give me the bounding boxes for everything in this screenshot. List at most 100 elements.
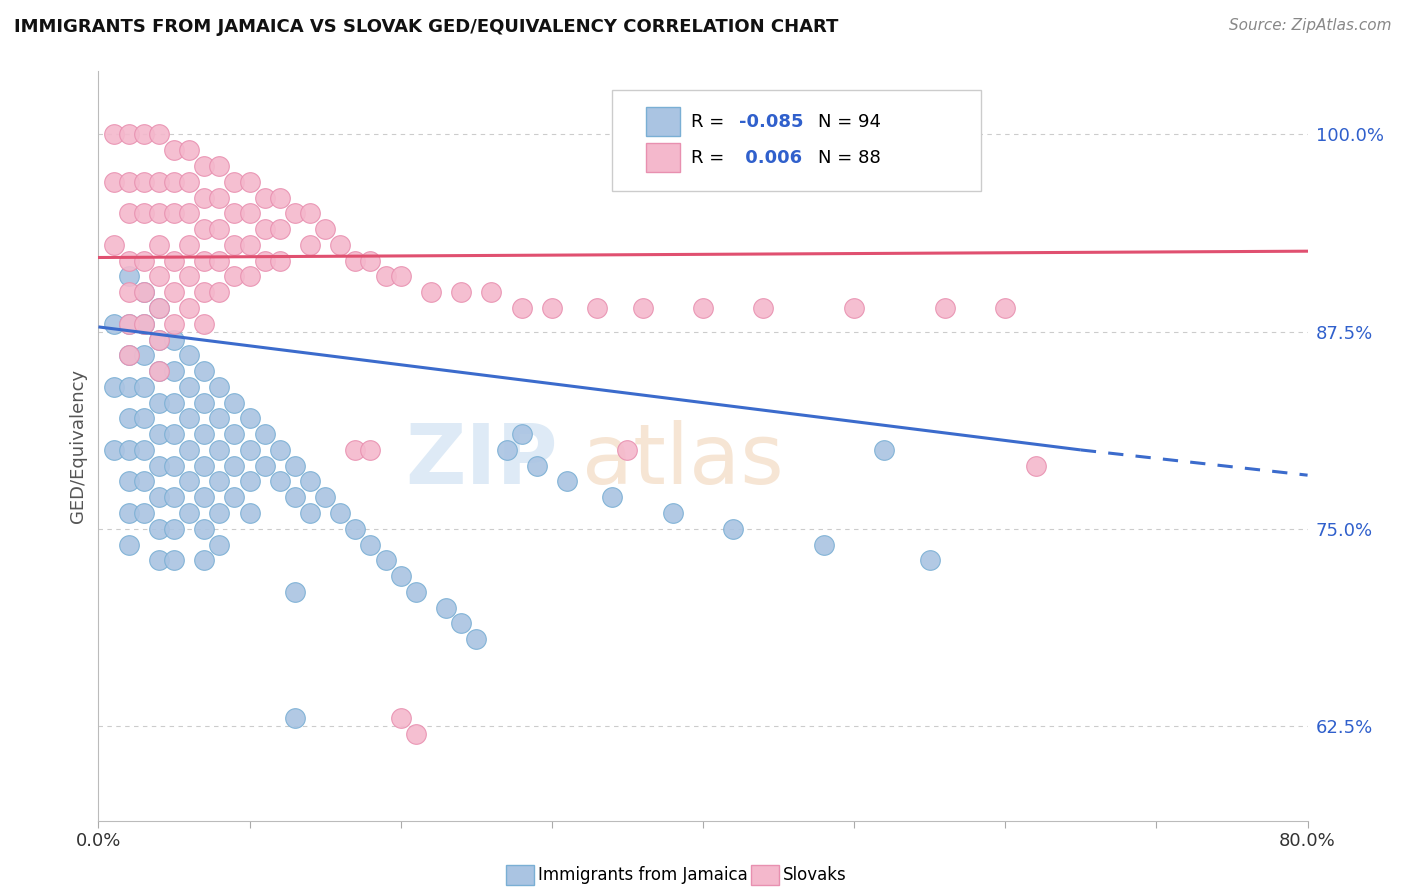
Point (103, 238, 125, 252)
Point (118, 475, 141, 489)
Point (844, 301, 866, 315)
Point (253, 190, 276, 204)
Point (132, 206, 155, 220)
Point (193, 427, 215, 442)
Point (314, 222, 336, 236)
Point (148, 364, 170, 378)
Point (118, 175, 141, 189)
Point (118, 348, 141, 362)
Point (163, 175, 186, 189)
Point (118, 269, 141, 284)
Point (239, 269, 262, 284)
Point (148, 458, 170, 473)
Point (193, 285, 215, 300)
Text: Immigrants from Jamaica: Immigrants from Jamaica (538, 866, 748, 884)
Point (208, 190, 231, 204)
Point (269, 222, 291, 236)
Point (193, 490, 215, 504)
Point (555, 475, 578, 489)
Text: Slovaks: Slovaks (783, 866, 846, 884)
Point (374, 553, 396, 567)
Point (616, 442, 638, 457)
Point (631, 301, 654, 315)
Point (239, 238, 262, 252)
Point (208, 285, 231, 300)
Point (586, 301, 609, 315)
Point (918, 553, 941, 567)
Point (360, 538, 382, 552)
Point (163, 522, 186, 536)
Point (132, 348, 155, 362)
Point (193, 317, 215, 331)
Text: R =: R = (690, 112, 730, 130)
Point (118, 253, 141, 268)
Point (299, 506, 322, 520)
Point (118, 411, 141, 425)
Point (224, 269, 246, 284)
Point (344, 442, 367, 457)
Point (132, 411, 155, 425)
Point (284, 458, 307, 473)
Point (253, 458, 276, 473)
Point (329, 238, 352, 252)
Point (224, 175, 246, 189)
Point (526, 458, 548, 473)
Text: -0.085: -0.085 (740, 112, 804, 130)
Point (269, 475, 291, 489)
Point (239, 206, 262, 220)
Point (148, 333, 170, 347)
Point (420, 285, 443, 300)
Point (934, 301, 956, 315)
Point (344, 253, 367, 268)
Point (132, 175, 155, 189)
Point (193, 190, 215, 204)
Point (148, 238, 170, 252)
Point (148, 175, 170, 189)
Point (329, 506, 352, 520)
Point (179, 411, 201, 425)
Point (179, 442, 201, 457)
Point (813, 538, 835, 552)
Point (344, 522, 367, 536)
Point (253, 222, 276, 236)
Point (103, 128, 125, 142)
Point (284, 585, 307, 599)
Point (163, 458, 186, 473)
FancyBboxPatch shape (613, 90, 981, 191)
Point (752, 301, 775, 315)
Point (299, 206, 322, 220)
Point (193, 458, 215, 473)
Point (179, 301, 201, 315)
Point (284, 711, 307, 725)
Point (481, 285, 503, 300)
Point (193, 364, 215, 378)
Point (224, 238, 246, 252)
Point (284, 490, 307, 504)
Point (193, 553, 215, 567)
Point (148, 395, 170, 409)
Point (389, 269, 412, 284)
Point (193, 253, 215, 268)
Point (208, 538, 231, 552)
Point (132, 285, 155, 300)
Point (103, 442, 125, 457)
Point (360, 442, 382, 457)
Point (132, 317, 155, 331)
Point (163, 427, 186, 442)
Bar (647, 107, 681, 136)
Point (103, 175, 125, 189)
Point (118, 348, 141, 362)
Point (148, 269, 170, 284)
Text: IMMIGRANTS FROM JAMAICA VS SLOVAK GED/EQUIVALENCY CORRELATION CHART: IMMIGRANTS FROM JAMAICA VS SLOVAK GED/EQ… (14, 18, 838, 36)
Point (163, 553, 186, 567)
Point (224, 395, 246, 409)
Point (208, 253, 231, 268)
Point (239, 475, 262, 489)
Point (118, 380, 141, 394)
Point (132, 285, 155, 300)
Point (723, 522, 745, 536)
Bar (647, 144, 681, 172)
Point (692, 301, 714, 315)
Point (269, 253, 291, 268)
Point (224, 490, 246, 504)
